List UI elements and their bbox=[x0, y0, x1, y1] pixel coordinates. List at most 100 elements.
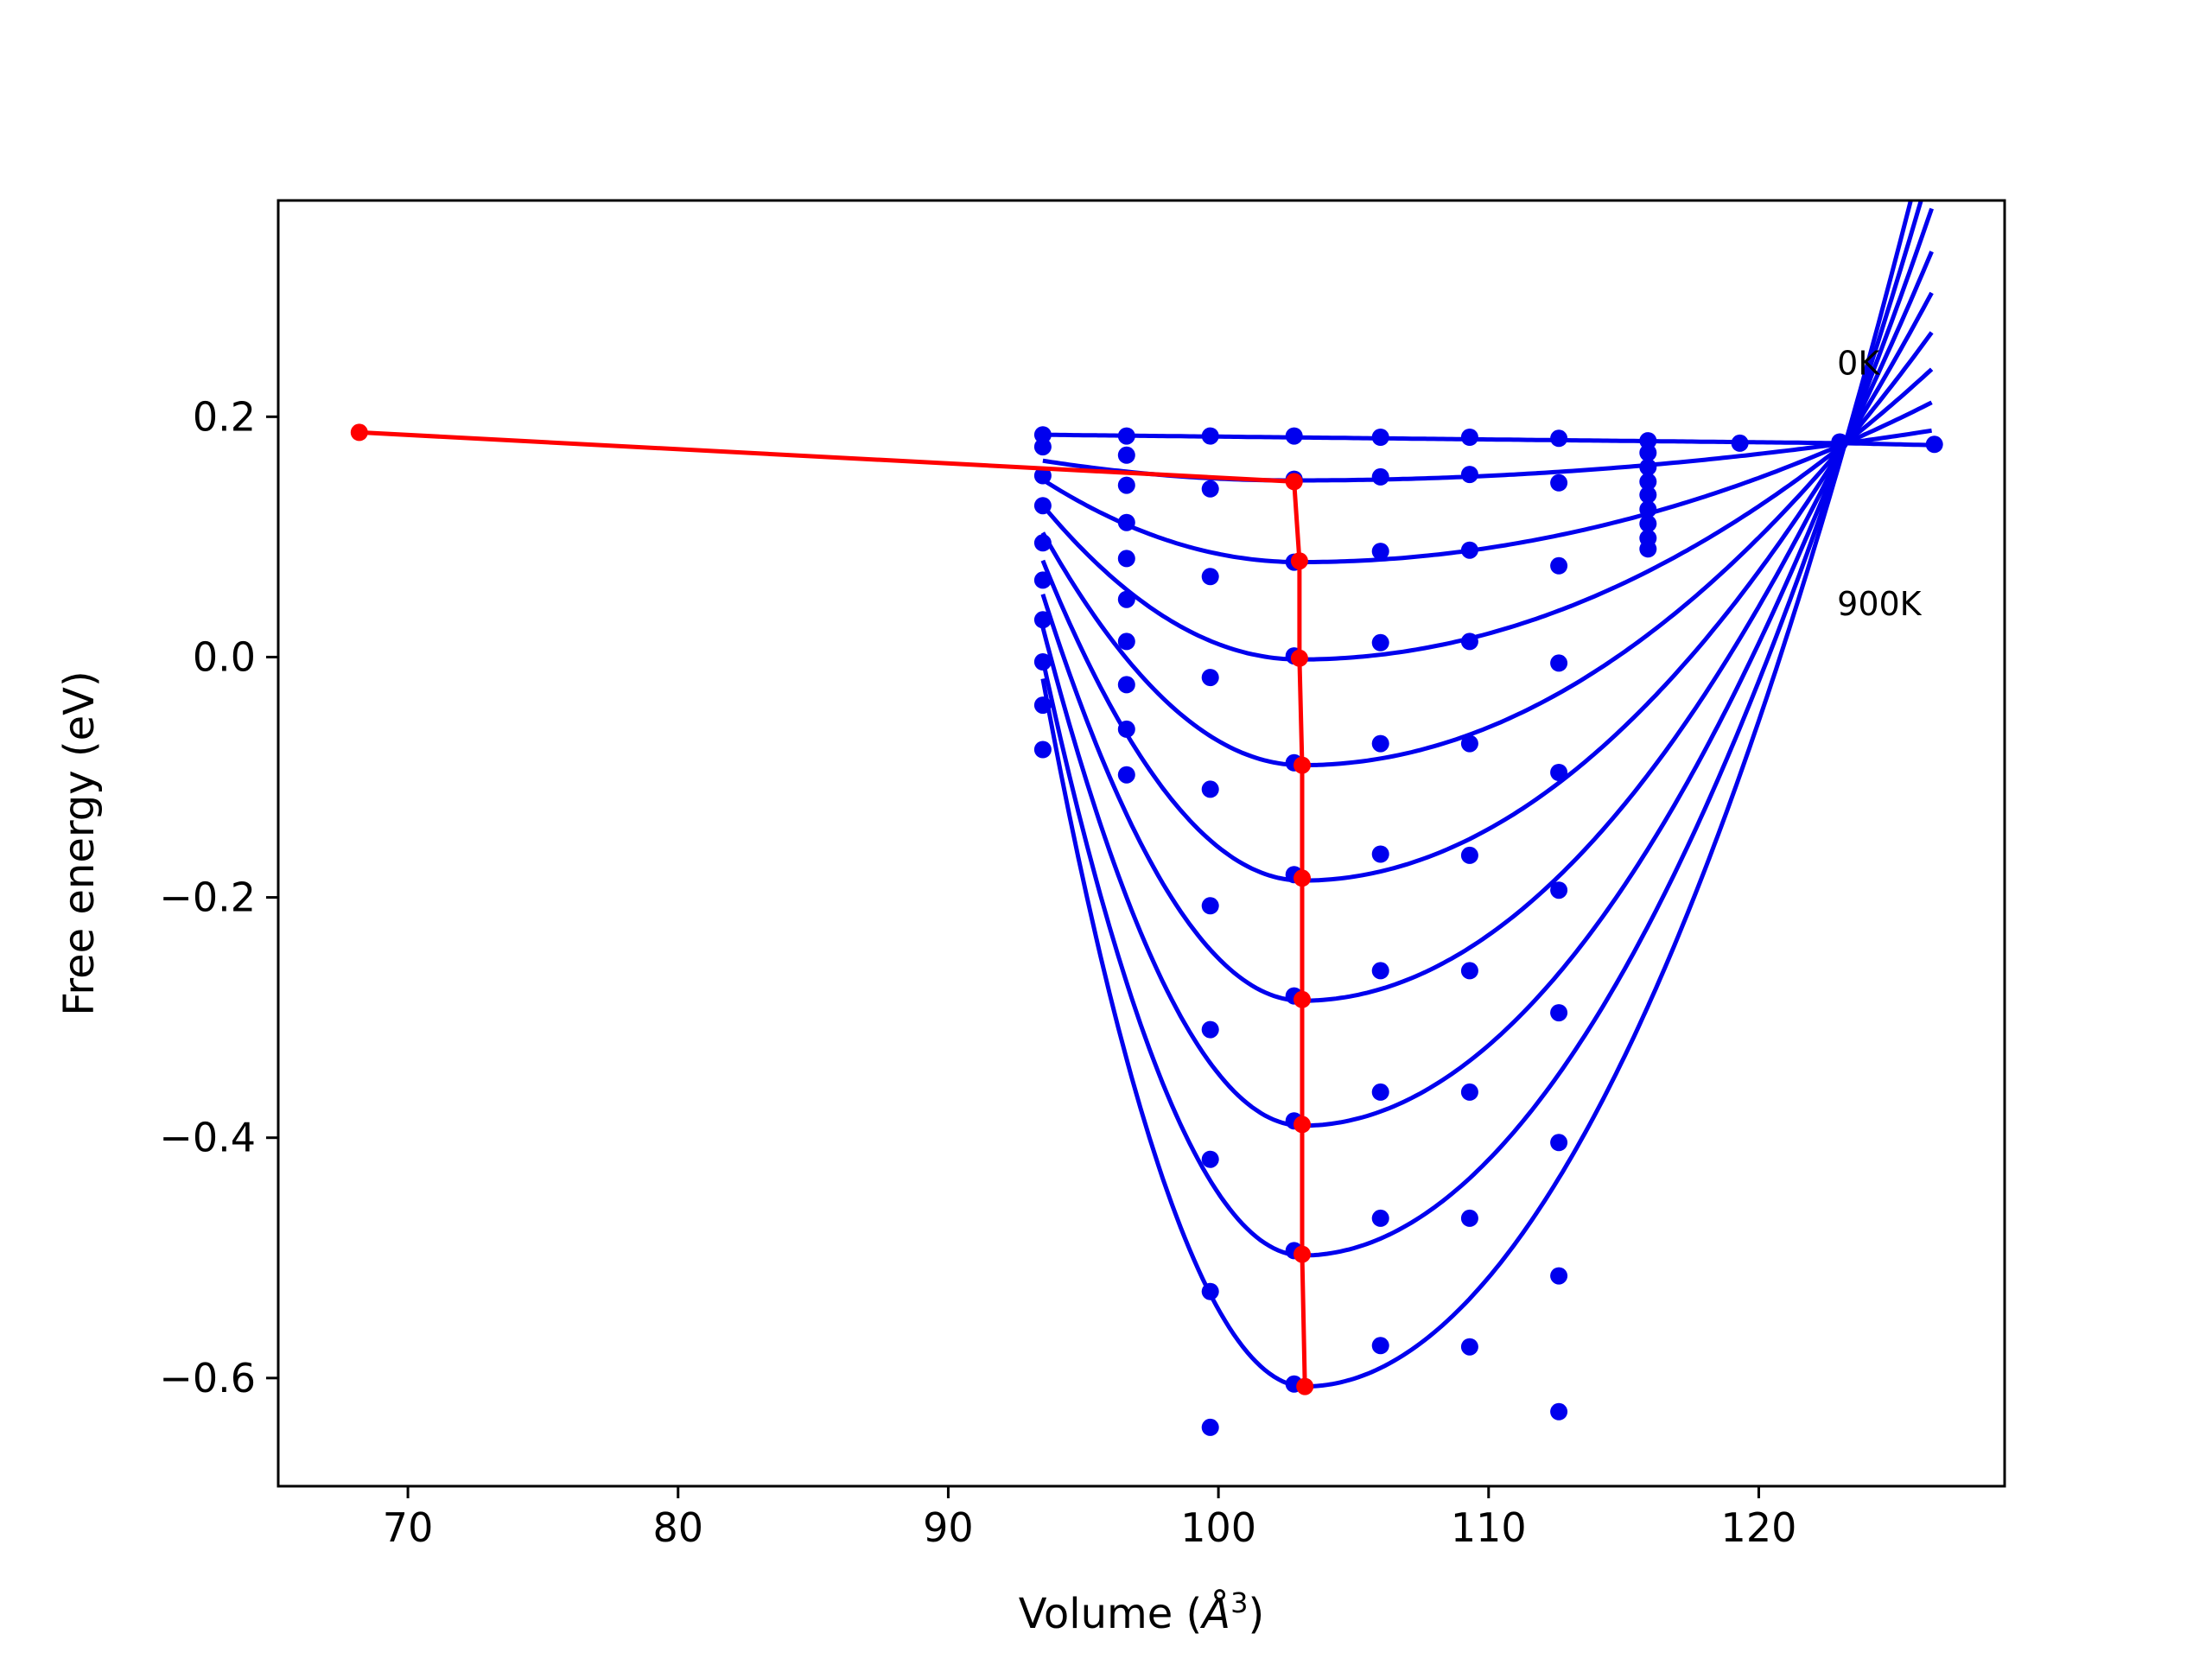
minimum-point bbox=[1290, 649, 1308, 667]
data-point bbox=[1201, 897, 1219, 915]
x-axis-label-unit: Å bbox=[1199, 1589, 1230, 1638]
data-point bbox=[1033, 426, 1052, 444]
data-point bbox=[1201, 669, 1219, 687]
data-point bbox=[1550, 1267, 1568, 1285]
data-point bbox=[1371, 429, 1389, 446]
x-tick-label: 90 bbox=[923, 1504, 974, 1551]
data-point bbox=[1371, 543, 1389, 561]
minimum-point bbox=[1290, 552, 1308, 570]
data-point bbox=[1371, 467, 1389, 486]
axis-ticks: 70 80 90 100 110 120 −0.6 −0.4 −0.2 0.0 0.2 bbox=[159, 393, 1796, 1551]
data-point bbox=[1285, 427, 1303, 445]
data-point bbox=[1550, 556, 1568, 575]
data-point bbox=[1201, 1282, 1219, 1300]
data-point bbox=[1033, 696, 1052, 715]
data-point bbox=[1639, 500, 1657, 518]
data-point bbox=[1550, 881, 1568, 899]
data-point bbox=[1371, 845, 1389, 863]
data-point bbox=[1033, 534, 1052, 552]
data-point bbox=[1639, 458, 1657, 476]
data-point bbox=[1201, 1418, 1219, 1436]
minimum-point bbox=[1285, 473, 1303, 491]
data-point bbox=[1033, 611, 1052, 629]
data-point bbox=[1117, 476, 1135, 494]
data-point bbox=[1639, 486, 1657, 504]
data-point bbox=[1371, 734, 1389, 753]
fit-curve-900K bbox=[1040, 200, 1913, 1389]
data-point bbox=[1550, 654, 1568, 672]
data-point bbox=[1371, 962, 1389, 980]
minimum-point bbox=[1294, 1245, 1311, 1263]
data-point bbox=[1117, 513, 1135, 531]
data-point bbox=[1201, 1020, 1219, 1039]
y-tick-label: −0.2 bbox=[159, 874, 256, 921]
data-point bbox=[1371, 1337, 1389, 1355]
data-point bbox=[1371, 1083, 1389, 1101]
x-tick-label: 120 bbox=[1721, 1504, 1797, 1551]
data-point bbox=[1117, 720, 1135, 738]
annotation-900k: 900K bbox=[1837, 585, 1923, 623]
fit-curve-400K bbox=[1040, 331, 1934, 768]
data-point bbox=[1731, 434, 1749, 452]
minimum-path bbox=[350, 423, 1314, 1395]
axes-frame bbox=[276, 199, 2006, 1488]
data-point bbox=[1639, 473, 1657, 491]
data-point bbox=[1117, 550, 1135, 568]
data-point bbox=[1201, 1150, 1219, 1168]
data-point bbox=[1201, 568, 1219, 586]
data-point bbox=[1033, 467, 1052, 485]
y-tick-label: −0.6 bbox=[159, 1355, 256, 1402]
data-point bbox=[1201, 427, 1219, 445]
data-point bbox=[1925, 435, 1943, 454]
annotation-0k: 0K bbox=[1837, 345, 1880, 383]
data-point bbox=[1371, 633, 1389, 652]
data-point bbox=[1550, 1004, 1568, 1022]
minimum-point bbox=[1294, 1116, 1311, 1134]
data-point bbox=[1550, 429, 1568, 448]
x-axis-label: Volume (Å3) bbox=[1019, 1586, 1264, 1638]
data-point bbox=[1033, 653, 1052, 671]
data-point bbox=[1639, 540, 1657, 558]
fit-curve-600K bbox=[1040, 251, 1934, 1003]
x-tick-label: 70 bbox=[383, 1504, 434, 1551]
data-point bbox=[1033, 497, 1052, 515]
data-point bbox=[1460, 1209, 1478, 1227]
minimum-point bbox=[1296, 1377, 1314, 1395]
x-tick-label: 110 bbox=[1451, 1504, 1527, 1551]
fit-curve-700K bbox=[1040, 207, 1934, 1128]
data-point bbox=[1460, 466, 1478, 484]
minimum-point bbox=[1294, 756, 1311, 774]
data-point bbox=[1639, 432, 1657, 450]
data-point bbox=[1460, 846, 1478, 864]
data-point bbox=[1639, 515, 1657, 533]
data-point bbox=[1201, 480, 1219, 498]
x-axis-label-text: Volume bbox=[1019, 1590, 1173, 1638]
y-tick-label: 0.0 bbox=[193, 633, 256, 680]
fit-curve-300K bbox=[1040, 367, 1934, 662]
data-point bbox=[1550, 474, 1568, 492]
data-point bbox=[1550, 1402, 1568, 1421]
minimum-point bbox=[1294, 869, 1311, 887]
fit-curve-200K bbox=[1041, 400, 1933, 565]
y-tick-label: −0.4 bbox=[159, 1115, 256, 1161]
data-points bbox=[1033, 426, 1943, 1436]
minimum-path-line bbox=[359, 429, 1307, 1387]
y-tick-label: 0.2 bbox=[193, 393, 256, 440]
data-point bbox=[1371, 1209, 1389, 1227]
data-point bbox=[1460, 1338, 1478, 1356]
fit-curve-500K bbox=[1040, 291, 1934, 883]
data-point bbox=[1460, 734, 1478, 753]
x-axis-label-exponent: 3 bbox=[1230, 1586, 1248, 1619]
data-point bbox=[1117, 766, 1135, 784]
minimum-point bbox=[350, 423, 368, 442]
data-point bbox=[1550, 764, 1568, 781]
data-point bbox=[1550, 1134, 1568, 1152]
data-point bbox=[1460, 429, 1478, 446]
data-point bbox=[1201, 780, 1219, 798]
data-point bbox=[1117, 446, 1135, 464]
data-point bbox=[1117, 632, 1135, 651]
data-point bbox=[1033, 741, 1052, 759]
data-point bbox=[1460, 1083, 1478, 1101]
y-axis-label: Free energy (eV) bbox=[55, 671, 104, 1015]
